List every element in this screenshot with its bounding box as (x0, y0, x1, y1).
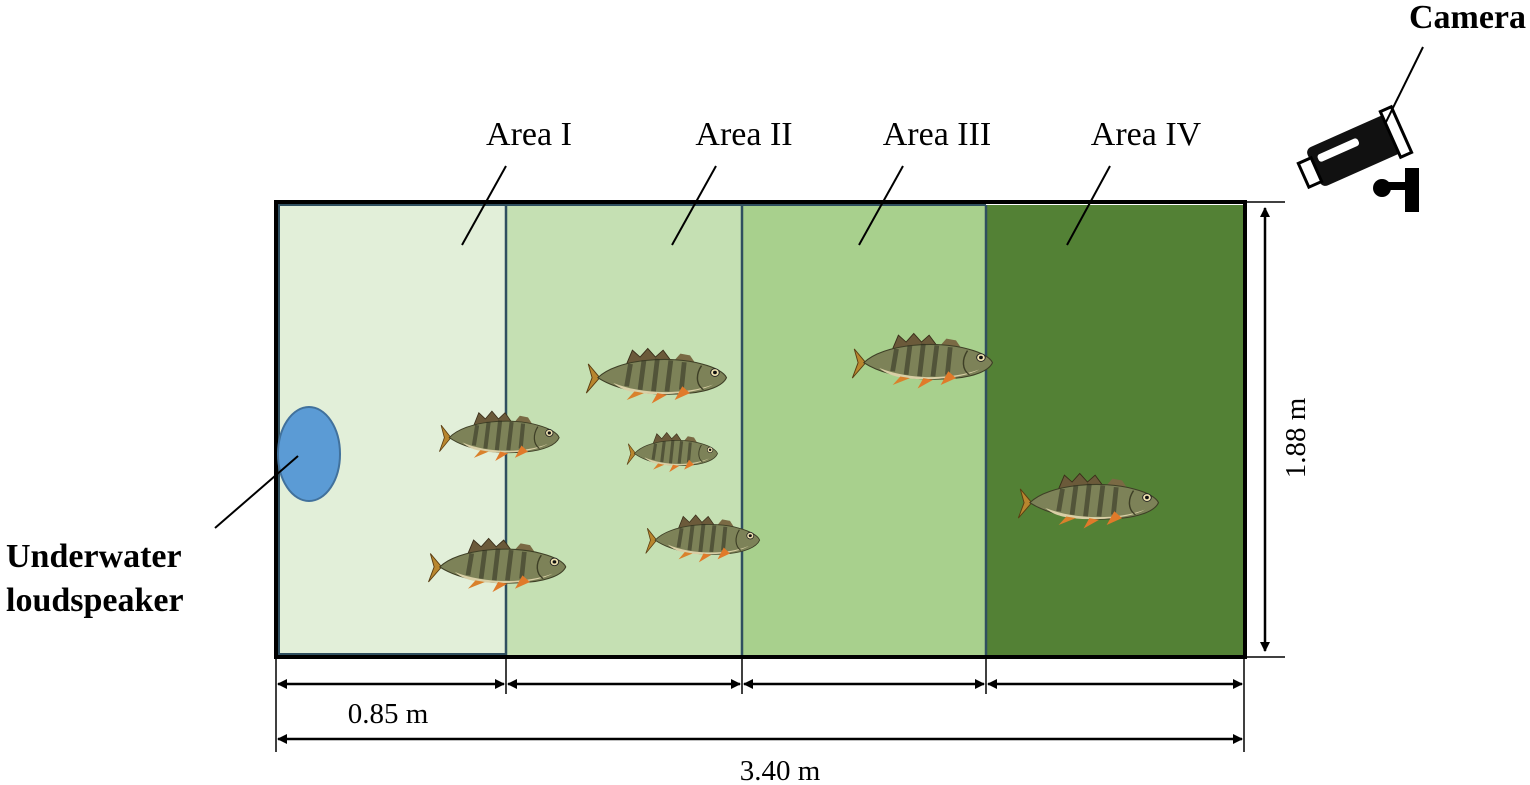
security-camera-icon (1296, 104, 1419, 212)
tank-width-label: 1.88 m (1280, 397, 1312, 478)
area-4-label: Area IV (1091, 116, 1202, 153)
tank-outline (274, 200, 1247, 659)
camera-label: Camera (1409, 0, 1526, 36)
area-3-region (742, 205, 986, 655)
area-width-label: 0.85 m (348, 698, 429, 730)
loudspeaker-label-line1: Underwater (6, 538, 182, 575)
area-3-label: Area III (883, 116, 992, 153)
area-4-region (986, 205, 1244, 655)
loudspeaker-icon (277, 406, 341, 502)
loudspeaker-label-line2: loudspeaker (6, 582, 184, 619)
area-2-label: Area II (695, 116, 792, 153)
area-1-label: Area I (486, 116, 572, 153)
total-length-label: 3.40 m (740, 755, 821, 785)
